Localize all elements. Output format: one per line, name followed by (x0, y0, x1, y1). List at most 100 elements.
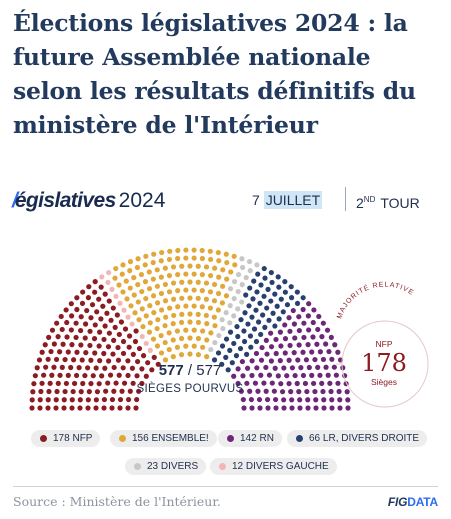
seat-dot (170, 337, 176, 343)
seat-dot (134, 396, 140, 403)
seat-dot (59, 326, 65, 333)
seat-dot (166, 289, 173, 295)
seat-dot (122, 326, 129, 332)
seat-dot (43, 364, 49, 370)
round-suffix: ND (363, 195, 376, 204)
seat-dot (323, 364, 329, 370)
seat-dot (120, 350, 127, 357)
seat-dot (143, 340, 149, 347)
seat-dot (86, 284, 92, 290)
seat-dot (136, 345, 143, 352)
seat-dot (199, 247, 205, 254)
seat-dot (296, 327, 302, 334)
seat-dot (309, 372, 315, 378)
seat-dot (129, 321, 135, 327)
brand-word: égislatives (14, 189, 116, 212)
seat-dot (82, 372, 88, 379)
seat-dot (86, 389, 92, 395)
seat-dot (150, 336, 157, 342)
seat-dot (247, 285, 253, 291)
seat-dot (78, 389, 84, 395)
seat-dot (191, 287, 197, 293)
seat-dot (227, 347, 233, 353)
legend-dot (40, 435, 47, 442)
seat-dot (275, 274, 281, 280)
seat-dot (74, 306, 80, 313)
seat-dot (239, 282, 245, 288)
parliament-hemicycle: MAJORITÉ RELATIVE (29, 247, 429, 411)
seat-dot (245, 365, 251, 371)
seat-dot (133, 405, 139, 411)
legend-dot (134, 463, 141, 470)
seat-dot (143, 295, 149, 302)
seat-dot (146, 286, 153, 292)
seat-dot (263, 337, 269, 343)
seat-dot (317, 372, 323, 378)
seat-dot (231, 295, 237, 302)
seat-dot (344, 389, 350, 395)
seat-dot (324, 327, 331, 333)
seat-dot (73, 372, 80, 379)
seat-dot (179, 295, 185, 301)
seat-dot (310, 319, 316, 326)
legend-value: 156 (132, 433, 149, 444)
seat-dot (215, 290, 222, 297)
seat-dot (79, 300, 86, 307)
seat-dot (235, 288, 241, 295)
seat-dot (29, 405, 35, 411)
seat-dot (223, 354, 229, 360)
seat-dot (211, 298, 218, 304)
seat-dot (268, 344, 275, 350)
seat-dot (73, 334, 79, 341)
seat-dot (166, 330, 172, 336)
seat-dot (179, 311, 185, 317)
seat-dot (247, 388, 253, 394)
seat-dot (266, 372, 273, 378)
seat-dot (143, 373, 149, 379)
seat-dot (139, 380, 145, 387)
seat-dot (115, 357, 122, 363)
legend-value: 142 (240, 433, 257, 444)
seat-dot (147, 347, 153, 353)
seat-dot (58, 313, 64, 320)
seat-dot (151, 354, 157, 360)
seat-dot (279, 389, 286, 395)
seat-dot (133, 328, 139, 334)
seat-dot (175, 247, 181, 254)
seat-dot (162, 357, 169, 363)
seat-dot (212, 265, 218, 271)
seat-dot (223, 251, 229, 257)
seat-dot (166, 272, 173, 279)
legend-dot (227, 435, 234, 442)
seat-dot (119, 388, 125, 394)
seat-dot (166, 256, 172, 263)
seat-dot (130, 351, 136, 357)
seat-dot (241, 405, 247, 411)
seat-dot (264, 351, 270, 357)
seat-dot (69, 405, 75, 411)
seat-dot (80, 289, 86, 295)
seat-dot (255, 388, 261, 394)
seat-dot (134, 264, 140, 271)
seat-dot (300, 306, 306, 313)
seat-dot (83, 350, 89, 356)
seat-dot (187, 295, 193, 301)
seat-dot (284, 302, 291, 308)
seat-dot (162, 265, 168, 271)
seat-dot (241, 328, 247, 334)
seat-dot (127, 268, 133, 274)
seat-dot (77, 405, 83, 411)
seat-dot (203, 280, 210, 286)
seat-dot (105, 344, 112, 350)
seat-dot (321, 405, 327, 411)
seat-dot (297, 397, 303, 403)
seat-dot (304, 388, 310, 395)
seat-dot (262, 275, 268, 281)
seat-dot (178, 352, 185, 358)
seat-dot (204, 354, 210, 360)
seat-dot (70, 388, 76, 395)
seat-dot (98, 316, 104, 322)
seat-dot (92, 322, 98, 328)
seat-dot (315, 326, 321, 333)
seat-dot (187, 351, 193, 357)
